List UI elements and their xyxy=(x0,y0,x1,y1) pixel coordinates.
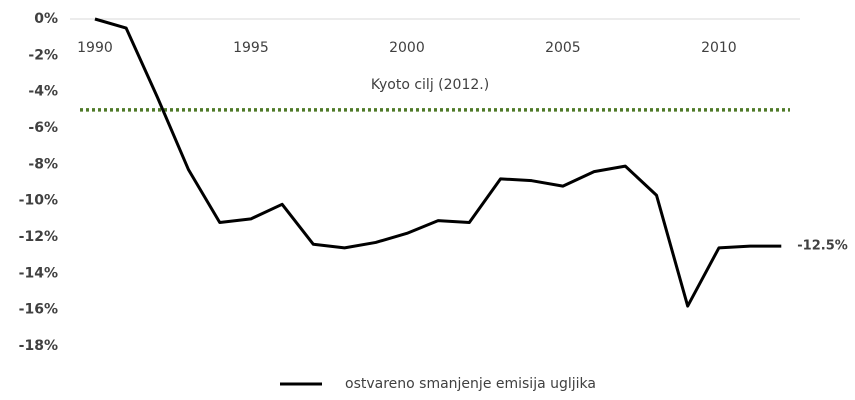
legend-label: ostvareno smanjenje emisija ugljika xyxy=(345,376,596,392)
y-tick-label: -2% xyxy=(28,47,58,63)
y-tick-label: -10% xyxy=(19,193,58,209)
y-tick-label: -16% xyxy=(19,302,58,318)
x-tick-label: 1995 xyxy=(233,40,269,56)
y-tick-label: -6% xyxy=(28,120,58,136)
x-tick-label: 1990 xyxy=(77,40,113,56)
reference-label: Kyoto cilj (2012.) xyxy=(371,77,489,93)
x-tick-label: 2010 xyxy=(701,40,737,56)
series-line xyxy=(94,17,782,308)
y-tick-label: -4% xyxy=(28,84,58,100)
y-tick-label: -18% xyxy=(19,338,58,354)
value-label: -12.5% xyxy=(797,239,848,254)
y-tick-label: -8% xyxy=(28,156,58,172)
x-tick-label: 2000 xyxy=(389,40,425,56)
y-tick-label: -12% xyxy=(19,229,58,245)
y-tick-label: -14% xyxy=(19,265,58,281)
x-tick-label: 2005 xyxy=(545,40,581,56)
y-tick-label: 0% xyxy=(34,11,58,27)
